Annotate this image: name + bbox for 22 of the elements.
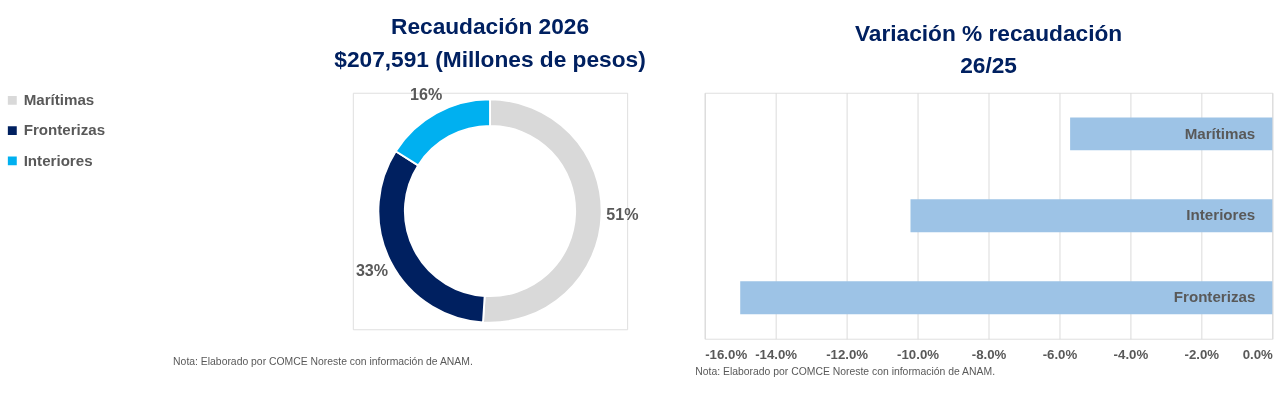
legend-label: Fronterizas [23,121,106,139]
data-label: 51% [606,204,639,223]
x-tick-label: -10.0% [897,347,940,363]
text: Nota: Elaborado por COMCE Noreste con información de ANAM. [695,365,996,377]
x-tick-label: -12.0% [826,347,869,363]
legend-label: Marítimas [23,91,95,109]
x-tick-label: -4.0% [1113,347,1149,363]
text: Nota: Elaborado por COMCE Noreste con información de ANAM. [173,356,473,368]
x-tick-label: -14.0% [755,347,798,363]
data-label: 16% [410,84,443,103]
x-tick-label: -2.0% [1184,347,1220,363]
y-tick-label: Marítimas [1184,124,1256,142]
y-tick-label: Interiores [1186,206,1256,224]
data-label: 33% [355,260,389,279]
x-tick-label: 0.0% [1242,347,1274,363]
chart-title: Recaudación 2026 $207,591 (Millones de pesos) [334,13,646,72]
x-tick-label: -8.0% [971,347,1007,363]
x-tick-label: -6.0% [1042,347,1078,363]
y-tick-label: Fronterizas [1173,288,1256,306]
legend-label: Interiores [23,151,93,169]
chart-title: Variación % recaudación 26/25 [854,19,1123,78]
x-tick-label: -16.0% [705,347,748,363]
